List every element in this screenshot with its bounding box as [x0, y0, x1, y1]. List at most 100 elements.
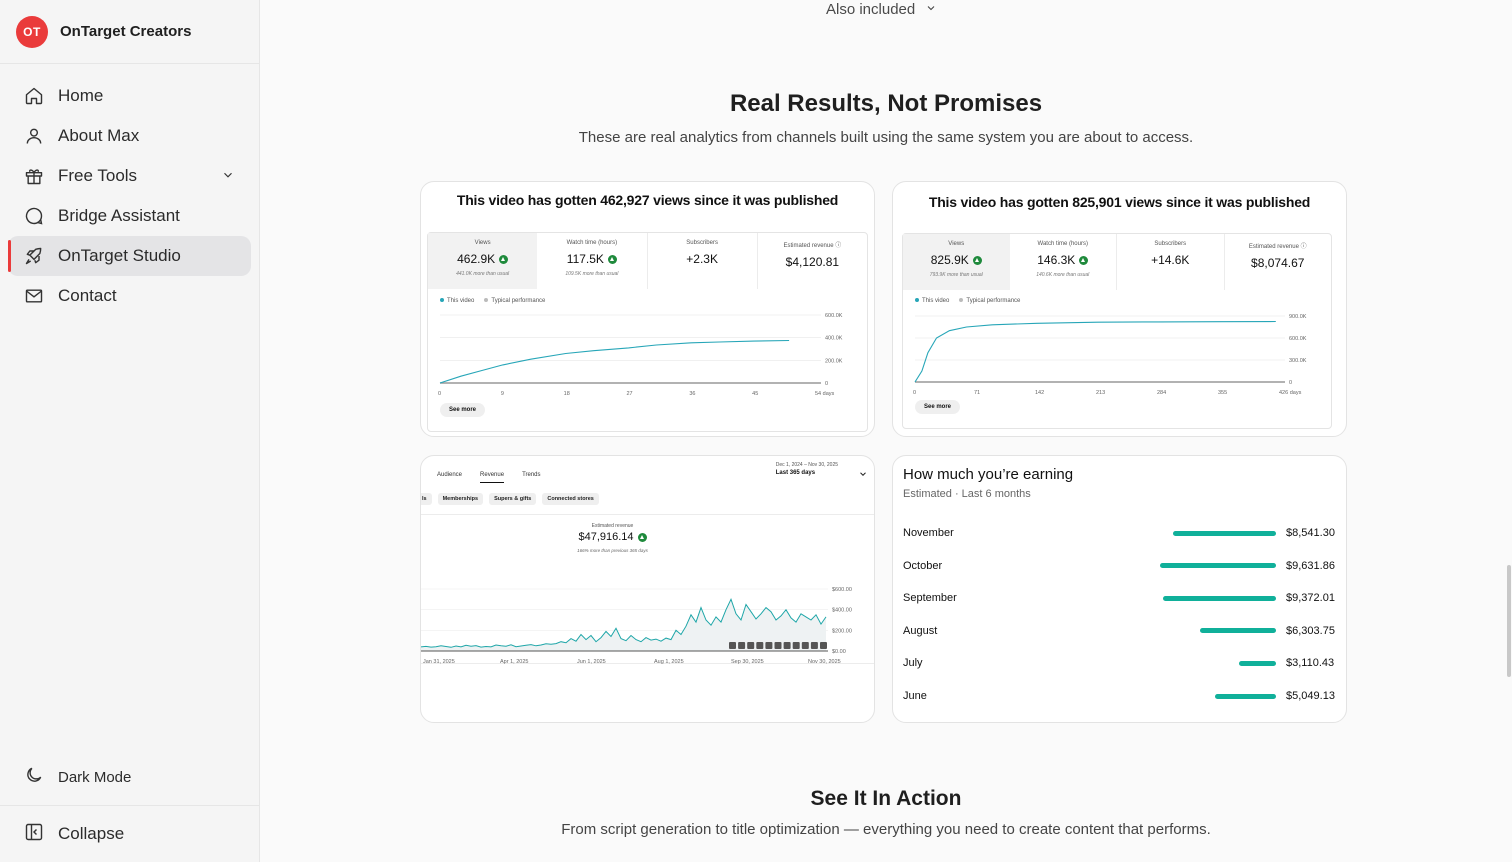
- chip[interactable]: ls: [421, 493, 432, 505]
- metric-revenue: Estimated revenue ⓘ $8,074.67: [1225, 234, 1332, 290]
- tab-trends[interactable]: Trends: [522, 472, 541, 478]
- sidebar-item-bridge-assistant[interactable]: Bridge Assistant: [8, 196, 251, 236]
- earnings-bar: [1173, 530, 1276, 536]
- earnings-card: How much you’re earning Estimated · Last…: [892, 455, 1347, 723]
- legend-label: Typical performance: [966, 298, 1021, 304]
- legend-dot: [959, 298, 964, 303]
- metric-sub: 441.0K more than usual: [456, 271, 510, 277]
- date-range-text: Dec 1, 2024 – Nov 30, 2025: [775, 462, 838, 468]
- x-tick-label: 284: [1157, 390, 1166, 396]
- metric-tabs: Views 462.9K 441.0K more than usual Watc…: [428, 233, 867, 289]
- also-included-label: Also included: [826, 1, 916, 18]
- x-tick-label: Aug 1, 2025: [654, 659, 684, 665]
- also-included-toggle[interactable]: Also included: [826, 1, 937, 18]
- chevron-down-icon[interactable]: [858, 466, 868, 484]
- sidebar-nav: Home About Max Free Tools Bridge Assista…: [0, 64, 259, 316]
- see-more-button[interactable]: See more: [915, 400, 961, 414]
- chevron-down-icon: [925, 1, 937, 18]
- metric-value-text: 146.3K: [1037, 253, 1076, 267]
- metric-label: Subscribers: [1154, 241, 1187, 247]
- metric-value: $8,074.67: [1225, 256, 1332, 270]
- date-range-picker[interactable]: Dec 1, 2024 – Nov 30, 2025 Last 365 days: [776, 462, 838, 476]
- legend-item: This video: [440, 298, 474, 304]
- legend-label: This video: [922, 298, 950, 304]
- metric-sub: 109.5K more than usual: [565, 271, 619, 277]
- action-title: See It In Action: [810, 787, 962, 810]
- chip[interactable]: Memberships: [437, 493, 484, 505]
- metric-value: $4,120.81: [758, 255, 867, 269]
- sidebar-item-label: Contact: [58, 286, 117, 305]
- up-arrow-icon: [1079, 255, 1089, 265]
- metric-label: Estimated revenue ⓘ: [1225, 241, 1332, 250]
- up-arrow-icon: [972, 255, 982, 265]
- see-more-button[interactable]: See more: [440, 403, 486, 417]
- metric-value-text: 117.5K: [566, 252, 604, 266]
- collapse-button[interactable]: Collapse: [8, 814, 251, 854]
- earnings-row: July $3,110.43: [903, 655, 1335, 671]
- x-tick-label: 27: [627, 391, 633, 397]
- metric-label: Views: [474, 240, 491, 246]
- x-tick-label: 45: [752, 391, 758, 397]
- metric-value-text: 462.9K: [457, 252, 496, 266]
- chat-bubble-icon: [24, 206, 44, 226]
- tab-revenue[interactable]: Revenue: [480, 472, 505, 483]
- scrollbar-thumb[interactable]: [1507, 565, 1511, 677]
- collapse-label: Collapse: [58, 824, 125, 843]
- y-tick-label: 400.0K: [825, 336, 843, 342]
- month-label: August: [903, 624, 938, 637]
- rocket-icon: [24, 246, 44, 266]
- metric-revenue: Estimated revenue ⓘ $4,120.81: [758, 233, 867, 289]
- dark-mode-toggle[interactable]: Dark Mode: [8, 757, 251, 797]
- tab-audience[interactable]: Audience: [437, 472, 463, 478]
- metric-label: Views: [948, 241, 965, 247]
- earnings-amount: $3,110.43: [1286, 657, 1335, 670]
- results-title: Real Results, Not Promises: [729, 90, 1043, 117]
- moon-icon: [24, 765, 44, 790]
- sidebar-item-home[interactable]: Home: [8, 76, 251, 116]
- y-tick-label: 0: [825, 381, 828, 387]
- sidebar-item-label: Free Tools: [58, 166, 138, 185]
- sidebar-item-label: OnTarget Studio: [58, 246, 181, 265]
- earnings-bar: [1215, 693, 1276, 699]
- sidebar-item-about-max[interactable]: About Max: [8, 116, 251, 156]
- sidebar-item-label: About Max: [58, 126, 140, 145]
- sidebar-item-free-tools[interactable]: Free Tools: [8, 156, 251, 196]
- month-label: September: [903, 592, 957, 605]
- views-line-chart: 0 200.0K 400.0K 600.0K 0 9 18 27 36 45 54 days: [438, 313, 843, 397]
- sidebar-item-label: Bridge Assistant: [58, 206, 180, 225]
- series-line: [421, 597, 827, 648]
- y-tick-label: $0.00: [832, 649, 846, 655]
- revenue-value-text: $47,916.14: [578, 531, 634, 543]
- brand[interactable]: OT OnTarget Creators: [0, 0, 259, 64]
- earnings-bar: [1238, 660, 1276, 666]
- event-marker: [810, 642, 818, 649]
- analytics-screenshot: Views 462.9K 441.0K more than usual Watc…: [427, 232, 868, 432]
- metric-value: +2.3K: [648, 252, 757, 266]
- x-tick-label: 9: [501, 391, 504, 397]
- earnings-amount: $9,372.01: [1286, 592, 1335, 605]
- y-tick-label: 300.0K: [1289, 358, 1307, 364]
- x-tick-label: 355: [1218, 390, 1227, 396]
- chip[interactable]: Supers & gifts: [489, 493, 537, 505]
- chevron-down-icon[interactable]: [221, 168, 235, 187]
- y-tick-label: 600.0K: [1289, 336, 1307, 342]
- action-subtitle: From script generation to title optimiza…: [561, 821, 1211, 838]
- x-tick-label: 36: [689, 391, 695, 397]
- month-label: October: [903, 559, 943, 572]
- month-label: June: [903, 690, 927, 702]
- area-fill: [421, 599, 826, 651]
- chip[interactable]: Connected stores: [542, 493, 599, 505]
- legend-label: Typical performance: [491, 298, 546, 304]
- sidebar-item-contact[interactable]: Contact: [8, 276, 251, 316]
- shot-title: This video has gotten 825,901 views sinc…: [928, 194, 1311, 210]
- analytics-card-1: This video has gotten 462,927 views sinc…: [420, 181, 875, 437]
- sidebar: OT OnTarget Creators Home About Max Free…: [0, 0, 260, 862]
- earnings-amount: $9,631.86: [1286, 559, 1335, 572]
- brand-name: OnTarget Creators: [60, 23, 192, 40]
- revenue-tabs: Audience Revenue Trends: [437, 472, 541, 483]
- revenue-metric-sub: 166% more than previous 365 days: [577, 548, 648, 553]
- x-tick-label: Jun 1, 2025: [577, 659, 606, 665]
- earnings-bar: [1163, 595, 1276, 601]
- series-line: [439, 339, 790, 384]
- sidebar-item-ontarget-studio[interactable]: OnTarget Studio: [8, 236, 251, 276]
